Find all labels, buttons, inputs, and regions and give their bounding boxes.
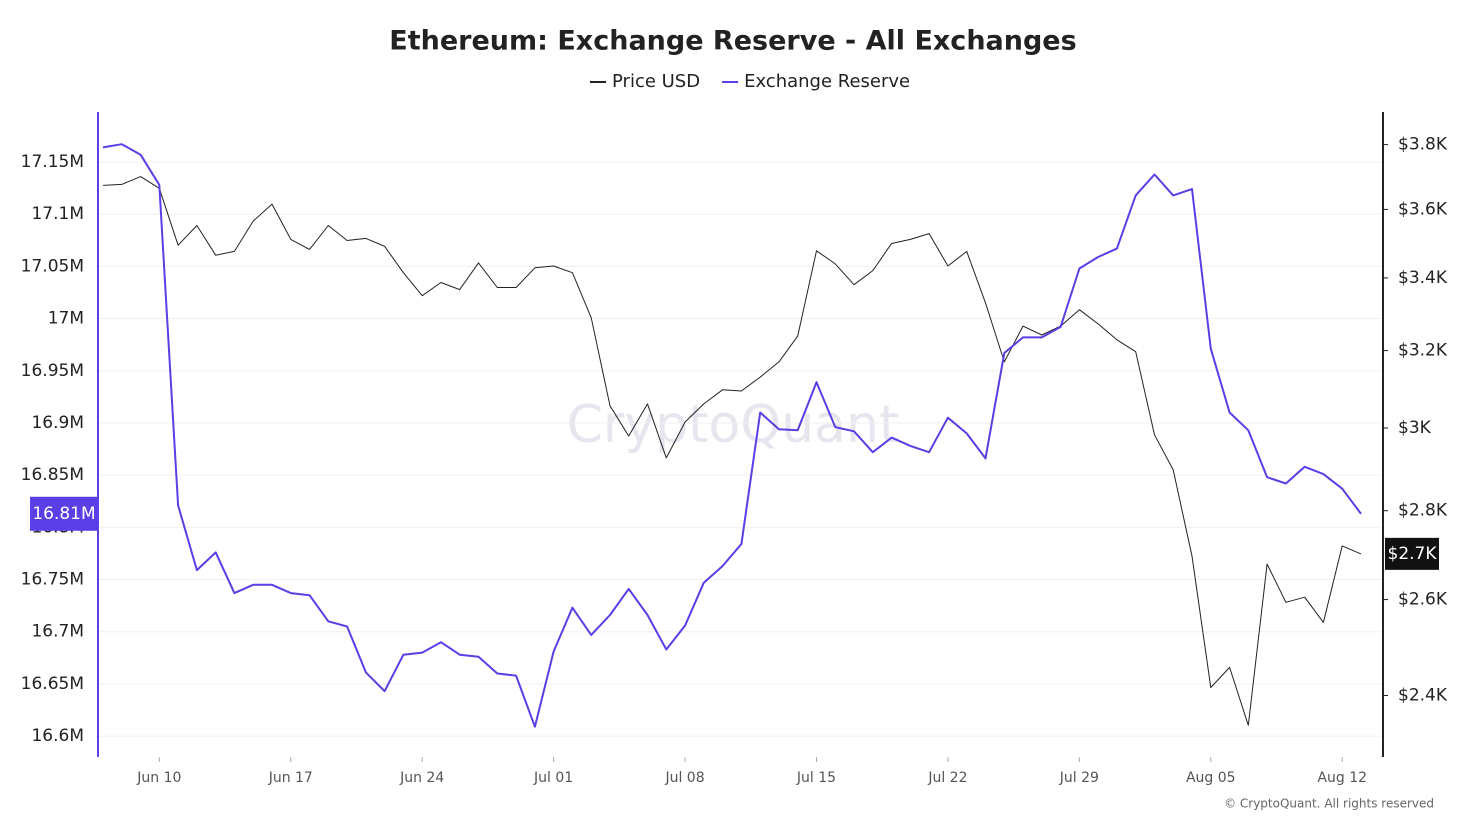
x-tick-label: Jul 15 [796, 770, 836, 786]
x-tick-label: Jun 10 [136, 770, 181, 786]
x-tick-label: Jun 24 [399, 770, 444, 786]
y2-tick-label: $3.2K [1398, 341, 1448, 361]
y-tick-label: 16.7M [31, 622, 84, 642]
legend-label: Exchange Reserve [744, 71, 910, 92]
y-tick-label: 16.9M [31, 413, 84, 433]
x-tick-label: Jul 29 [1059, 770, 1099, 786]
y-tick-label: 17.05M [21, 256, 84, 276]
x-tick-label: Jul 08 [664, 770, 704, 786]
x-tick-label: Jul 22 [927, 770, 967, 786]
y-tick-label: 16.95M [21, 361, 84, 381]
end-label: $2.7K [1388, 544, 1438, 564]
line-series [102, 176, 1362, 726]
y2-tick-label: $3.6K [1398, 199, 1448, 219]
x-tick-label: Jul 01 [533, 770, 573, 786]
end-label: 16.81M [32, 504, 95, 524]
y2-tick-label: $2.4K [1398, 686, 1448, 706]
y-tick-label: 17M [48, 309, 84, 329]
x-tick-label: Aug 12 [1317, 770, 1367, 786]
end-badge [30, 496, 98, 531]
x-tick-label: Jun 17 [268, 770, 313, 786]
footer: © CryptoQuant. All rights reserved [1224, 797, 1434, 811]
end-badge [1385, 537, 1439, 570]
y-tick-label: 17.1M [31, 204, 84, 224]
y-tick-label: 16.85M [21, 465, 84, 485]
y2-tick-label: $3.8K [1398, 135, 1448, 155]
chart-title: Ethereum: Exchange Reserve - All Exchang… [389, 26, 1076, 57]
y-tick-label: 16.65M [21, 674, 84, 694]
legend-label: Price USD [612, 71, 700, 92]
y2-tick-label: $2.8K [1398, 501, 1448, 521]
y-tick-label: 16.75M [21, 570, 84, 590]
y-tick-label: 16.6M [31, 726, 84, 746]
line-series [102, 143, 1362, 728]
y2-tick-label: $3.4K [1398, 268, 1448, 288]
y2-tick-label: $3K [1398, 418, 1432, 438]
watermark: CryptoQuant [567, 395, 900, 455]
x-tick-label: Aug 05 [1186, 770, 1236, 786]
y2-tick-label: $2.6K [1398, 590, 1448, 610]
y-tick-label: 17.15M [21, 152, 84, 172]
